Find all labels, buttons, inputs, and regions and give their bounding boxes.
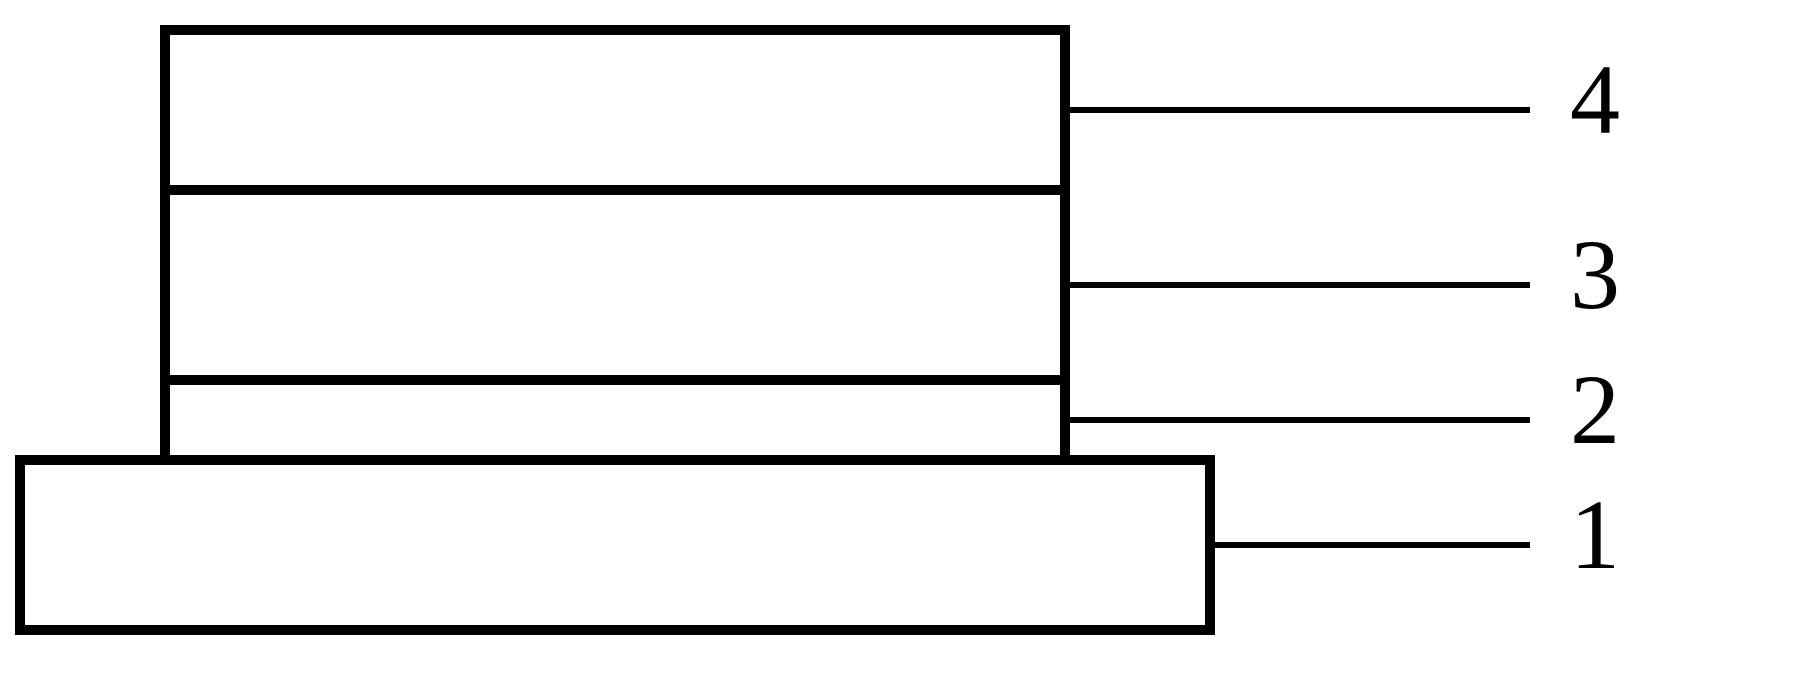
layer-4	[165, 30, 1065, 190]
layer-2	[165, 380, 1065, 460]
layer-4-label: 4	[1570, 44, 1620, 155]
layer-1	[20, 460, 1210, 630]
layer-3	[165, 190, 1065, 380]
layer-1-label: 1	[1570, 479, 1620, 590]
layer-3-label: 3	[1570, 219, 1620, 330]
layer-2-label: 2	[1570, 354, 1620, 465]
